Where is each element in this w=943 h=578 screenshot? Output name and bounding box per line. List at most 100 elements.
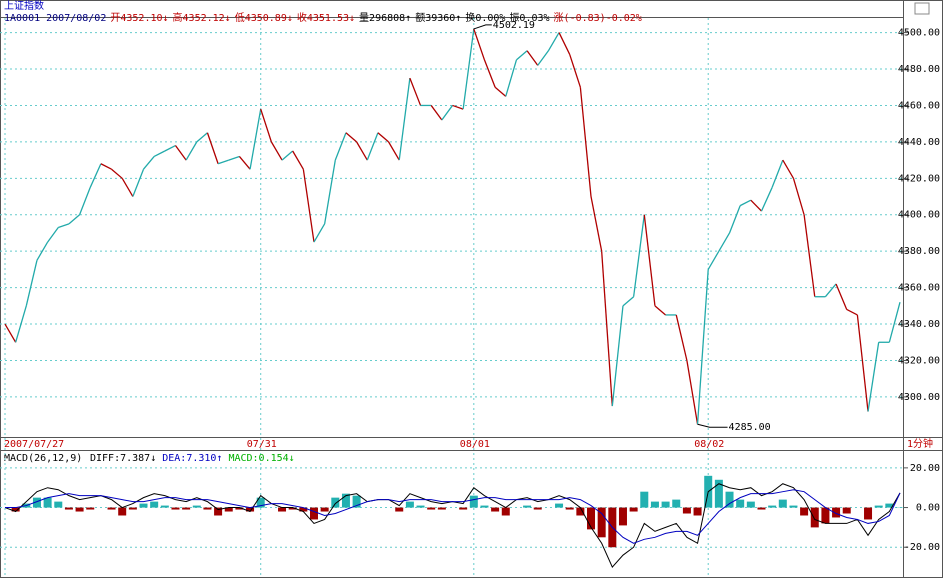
price-segment [143, 156, 155, 170]
price-segment [68, 214, 81, 225]
price-segment [398, 78, 411, 161]
price-segment [100, 163, 112, 170]
y-tick-label: 20.00 [910, 463, 940, 474]
price-segment [217, 159, 229, 165]
price-segment [792, 178, 805, 215]
macd-bar [597, 507, 606, 538]
price-segment [782, 159, 795, 179]
macd-bar [555, 503, 564, 508]
macd-bar [11, 507, 20, 512]
macd-bar [320, 507, 329, 512]
macd-bar [501, 507, 510, 516]
info-item: 量296808↑ [359, 12, 411, 24]
info-item: 1A0001 2007/08/02 [4, 13, 106, 24]
macd-bar [192, 505, 201, 508]
price-segment [164, 144, 176, 152]
y-tick-label: 4300.00 [898, 392, 940, 403]
macd-bar [661, 501, 670, 508]
info-item: 涨(-0.83)-0.02% [554, 12, 642, 24]
info-item: 高4352.12↓ [173, 11, 231, 24]
macd-bar [469, 495, 478, 508]
macd-bar [778, 499, 787, 508]
price-segment [547, 32, 560, 52]
macd-bar [416, 505, 425, 508]
macd-bar [810, 507, 819, 528]
price-segment [132, 168, 145, 197]
price-segment [366, 132, 379, 161]
macd-bar [523, 505, 532, 508]
macd-bar [459, 507, 468, 510]
price-segment [760, 187, 773, 212]
macd-bar [235, 507, 244, 510]
chart-title: 上证指数 [4, 0, 44, 12]
price-segment [537, 50, 549, 66]
y-tick-label: 4340.00 [898, 319, 940, 330]
macd-bar [278, 507, 287, 512]
macd-bar [395, 507, 404, 512]
macd-bar [565, 507, 574, 510]
macd-bar [576, 507, 585, 516]
price-segment [494, 86, 507, 97]
macd-bar [171, 507, 180, 510]
price-segment [888, 302, 901, 343]
price-segment [718, 232, 731, 252]
macd-bar [587, 507, 596, 530]
price-segment [334, 132, 347, 161]
price-segment [803, 214, 816, 297]
price-segment [111, 168, 123, 179]
macd-bar [256, 497, 265, 508]
price-segment [579, 87, 592, 197]
price-segment [196, 132, 208, 143]
macd-bar [693, 507, 702, 516]
price-segment [47, 227, 59, 243]
price-segment [622, 296, 635, 307]
price-segment [824, 283, 837, 298]
price-segment [206, 132, 219, 164]
price-segment [78, 187, 91, 215]
price-segment [654, 305, 667, 316]
macd-bar [736, 499, 745, 508]
macd-bar [491, 507, 500, 512]
x-tick-label: 2007/07/27 [4, 439, 64, 450]
y-tick-label: 4500.00 [898, 28, 940, 39]
x-tick-label: 07/31 [247, 439, 277, 450]
macd-bar [32, 497, 41, 508]
y-tick-label: 4360.00 [898, 283, 940, 294]
y-tick-label: 4440.00 [898, 137, 940, 148]
y-tick-label: 4420.00 [898, 173, 940, 184]
price-segment [302, 169, 315, 243]
macd-bar [405, 501, 414, 508]
macd-bar [725, 491, 734, 508]
macd-bar [437, 507, 446, 510]
price-segment [345, 132, 358, 143]
macd-bar [640, 491, 649, 508]
price-segment [377, 132, 389, 143]
y-tick-label: 4320.00 [898, 355, 940, 366]
price-segment [867, 342, 880, 412]
x-tick-label: 08/01 [460, 439, 490, 450]
price-segment [441, 105, 454, 121]
info-item: 换0.00% [465, 11, 505, 24]
period-label: 1分钟 [907, 437, 933, 450]
price-segment [25, 260, 38, 306]
price-segment [388, 141, 400, 161]
macd-bar [874, 505, 883, 508]
price-segment [846, 308, 858, 316]
macd-bar [682, 507, 691, 514]
price-segment [526, 50, 539, 66]
price-segment [771, 159, 784, 188]
info-item: 低4350.89↓ [235, 11, 293, 24]
price-segment [601, 251, 613, 407]
info-item: 开4352.10↓ [110, 13, 168, 24]
macd-bar [309, 507, 318, 520]
price-segment [409, 77, 422, 106]
macd-bar [128, 507, 137, 510]
macd-bar [352, 495, 361, 508]
price-segment [153, 150, 166, 158]
macd-bar [650, 501, 659, 508]
price-segment [707, 250, 720, 270]
macd-bar [288, 507, 297, 510]
legend-entry: DIFF:7.387↓ [90, 453, 156, 464]
macd-bar [182, 507, 191, 510]
